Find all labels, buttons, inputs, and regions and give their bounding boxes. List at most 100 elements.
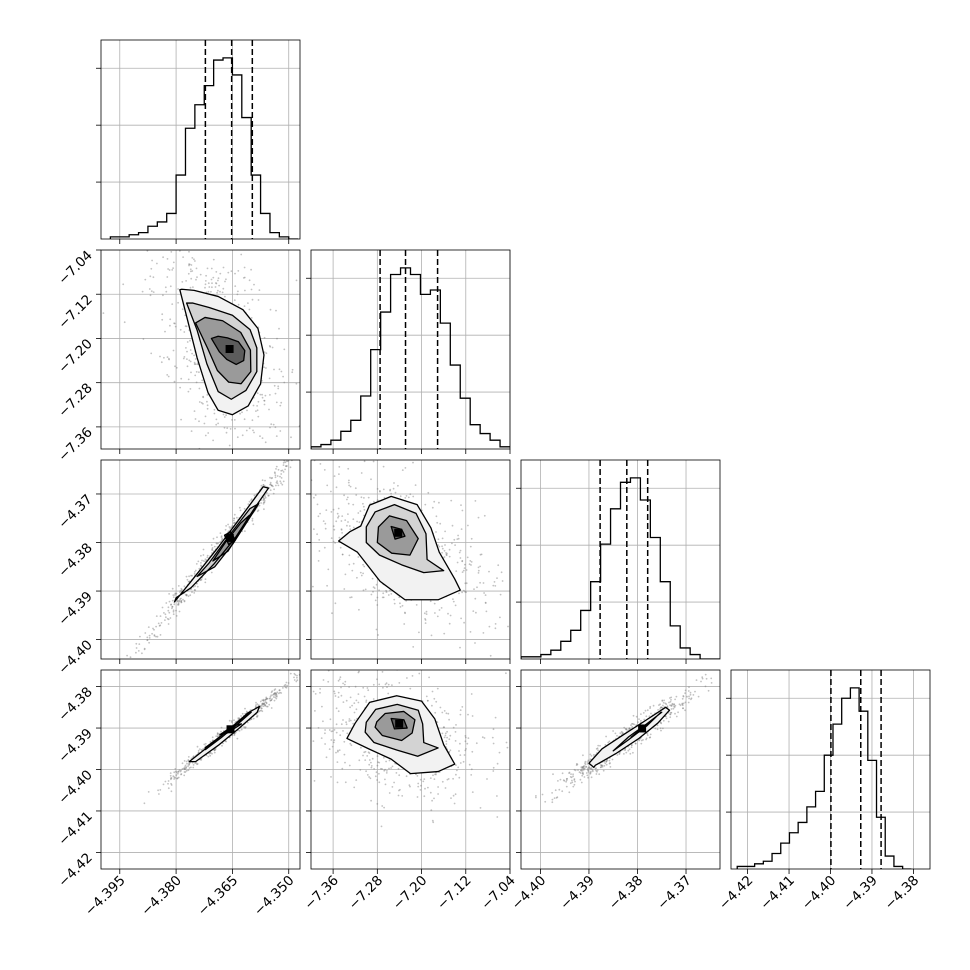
scatter-point [588,766,591,769]
scatter-point [570,776,573,779]
scatter-point [253,494,256,497]
scatter-point [146,636,149,639]
scatter-point [276,691,279,694]
contour-line-2 [365,504,445,574]
scatter-point [341,515,344,517]
scatter-point [453,802,456,805]
scatter-point [646,732,649,735]
scatter-point [189,286,192,289]
histogram-step-line [521,477,720,659]
scatter-point [399,788,401,791]
scatter-point [263,336,266,339]
scatter-point [242,277,245,279]
scatter-point [390,593,393,595]
scatter-point [272,492,275,495]
scatter-point [180,597,182,600]
scatter-point [236,293,239,296]
scatter-point [608,740,611,743]
scatter-point [230,720,233,722]
scatter-point [203,422,206,425]
scatter-point [275,695,278,698]
scatter-point [156,635,159,638]
scatter-point [165,602,168,604]
scatter-point [471,715,474,717]
density-peak [225,345,234,354]
scatter-point [386,686,388,688]
scatter-point [261,702,264,705]
scatter-point [454,793,457,796]
scatter-point [682,707,684,709]
scatter-point [241,453,243,455]
scatter-point [586,762,589,765]
scatter-point [184,771,187,773]
scatter-point [363,508,366,511]
scatter-point [210,267,213,270]
scatter-point [632,714,635,717]
scatter-point [346,496,349,499]
scatter-point [348,479,350,482]
scatter-point [217,277,220,280]
scatter-point [138,643,141,645]
scatter-point [324,732,326,735]
scatter-point [212,537,215,540]
scatter-point [264,394,267,397]
hist-panel-1 [310,249,511,450]
scatter-point [628,748,631,751]
scatter-point [127,661,129,663]
scatter-point [552,773,554,776]
scatter-point [314,494,317,496]
x-tick-label: −4.37 [654,873,695,914]
scatter-point [682,695,685,698]
scatter-point [632,723,634,725]
scatter-point [317,560,320,562]
scatter-point [333,729,336,731]
scatter-point [274,426,277,429]
scatter-point [638,738,641,741]
scatter-point [416,796,419,798]
scatter-point [200,562,202,564]
scatter-point [630,744,633,746]
scatter-point [200,759,203,761]
scatter-point [701,676,704,679]
scatter-point [399,495,402,498]
scatter-point [190,270,192,273]
scatter-point [283,684,286,687]
scatter-point [279,430,282,432]
scatter-point [277,692,280,695]
scatter-point [275,484,277,487]
scatter-point [194,762,197,764]
scatter-point [233,517,235,520]
scatter-point [339,734,342,737]
scatter-point [710,682,713,684]
scatter-point [438,501,440,504]
scatter-point [263,399,266,402]
scatter-point [417,782,420,785]
x-tick-label: −7.36 [301,873,342,914]
scatter-point [395,772,398,774]
scatter-point [308,435,310,437]
scatter-point [382,686,384,689]
scatter-point [640,742,643,745]
scatter-point [452,600,455,603]
scatter-point [195,371,198,373]
scatter-point [169,285,172,288]
scatter-point [586,768,589,770]
scatter-point [376,803,379,805]
scatter-point [177,772,179,775]
scatter-point [383,769,386,772]
scatter-point [195,381,198,384]
scatter-point [295,279,298,282]
scatter-point [368,752,371,754]
scatter-point [167,606,170,609]
scatter-point [247,503,250,506]
scatter-point [590,768,593,771]
scatter-point [152,291,155,293]
scatter-point [259,393,262,396]
x-tick-label: −4.38 [606,873,647,914]
scatter-point [368,776,370,778]
scatter-point [227,530,230,533]
scatter-point [166,276,169,278]
scatter-point [159,789,162,791]
scatter-point [512,738,514,740]
scatter-point [135,642,138,645]
